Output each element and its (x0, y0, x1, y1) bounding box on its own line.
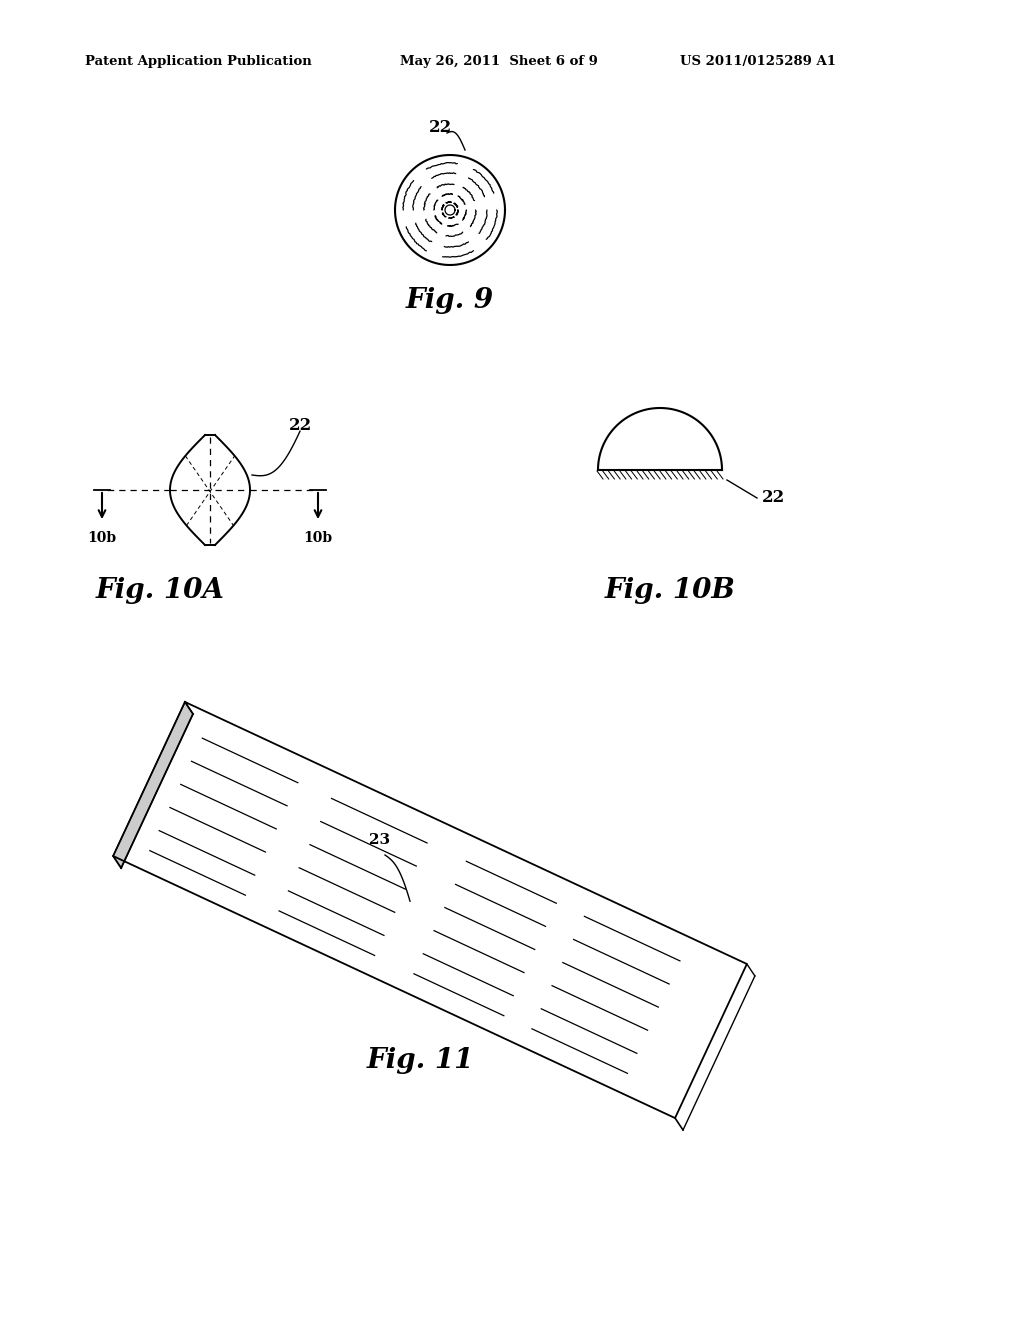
Text: 22: 22 (289, 417, 311, 433)
Text: 22: 22 (762, 490, 785, 507)
Text: Fig. 9: Fig. 9 (406, 286, 494, 314)
Text: 10b: 10b (303, 531, 333, 545)
Polygon shape (113, 702, 746, 1118)
Text: 22: 22 (428, 119, 452, 136)
Polygon shape (113, 702, 193, 869)
Text: 10b: 10b (87, 531, 117, 545)
Text: May 26, 2011  Sheet 6 of 9: May 26, 2011 Sheet 6 of 9 (400, 55, 598, 69)
Text: Fig. 11: Fig. 11 (367, 1047, 474, 1073)
Text: 23: 23 (370, 833, 390, 847)
Text: Patent Application Publication: Patent Application Publication (85, 55, 311, 69)
Text: Fig. 10B: Fig. 10B (604, 577, 735, 603)
Text: Fig. 10A: Fig. 10A (95, 577, 224, 603)
Text: US 2011/0125289 A1: US 2011/0125289 A1 (680, 55, 836, 69)
